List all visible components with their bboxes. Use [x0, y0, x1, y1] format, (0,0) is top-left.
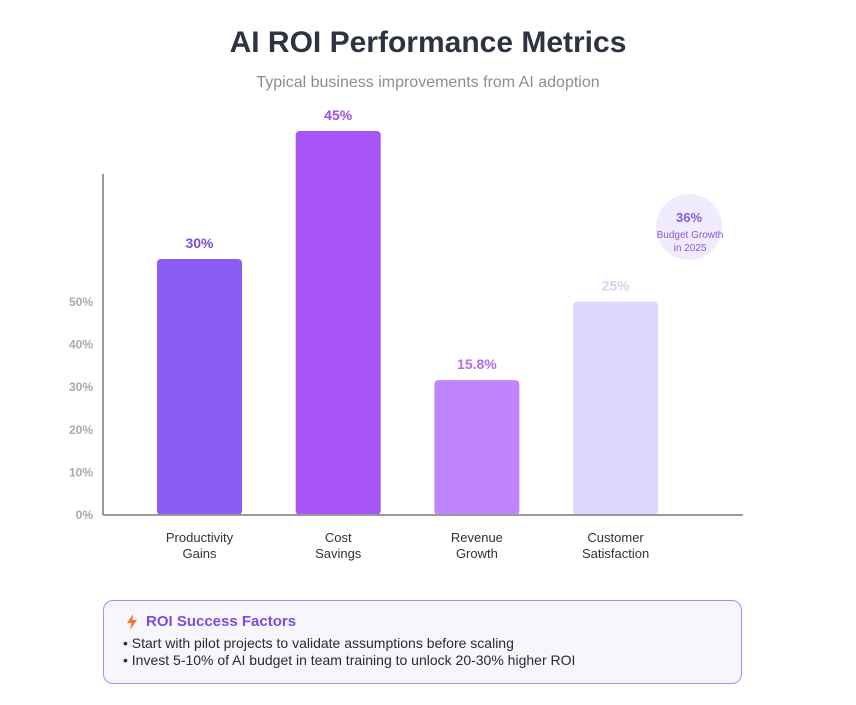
- x-category-label: Satisfaction: [582, 546, 649, 561]
- x-category-label: Growth: [456, 546, 498, 561]
- y-axis-ticks: 0% 10% 20% 30% 40% 50%: [69, 295, 93, 522]
- factors-title: ROI Success Factors: [146, 613, 297, 630]
- bar-value-label: 15.8%: [457, 356, 497, 372]
- bar: [573, 301, 659, 515]
- bar: [434, 380, 520, 515]
- factors-header: ROI Success Factors: [126, 613, 721, 630]
- x-category-label: Revenue: [451, 530, 503, 545]
- factor-item-1: • Start with pilot projects to validate …: [123, 635, 514, 651]
- x-category-label: Savings: [315, 546, 362, 561]
- callout-line-1: Budget Growth: [657, 230, 724, 241]
- chart-subtitle: Typical business improvements from AI ad…: [256, 74, 600, 91]
- callout-value: 36%: [676, 210, 702, 225]
- y-tick-label: 30%: [69, 380, 93, 394]
- factor-item-2: • Invest 5-10% of AI budget in team trai…: [123, 652, 576, 668]
- budget-growth-callout: 36% Budget Growth in 2025: [656, 194, 723, 260]
- y-tick-label: 0%: [76, 508, 94, 522]
- bar: [157, 259, 242, 515]
- y-tick-label: 50%: [69, 295, 93, 309]
- lightning-bolt-icon: [127, 613, 137, 630]
- bar-value-label: 45%: [324, 107, 353, 123]
- callout-line-2: in 2025: [674, 243, 707, 254]
- chart-title: AI ROI Performance Metrics: [229, 26, 627, 59]
- x-category-label: Customer: [587, 530, 644, 545]
- x-category-label: Cost: [325, 530, 352, 545]
- x-category-label: Gains: [183, 546, 217, 561]
- bar-value-label: 25%: [602, 278, 631, 294]
- bar-value-label: 30%: [185, 235, 214, 251]
- y-tick-label: 20%: [69, 423, 93, 437]
- y-tick-label: 10%: [69, 465, 93, 479]
- roi-success-factors-panel: ROI Success Factors • Start with pilot p…: [103, 600, 742, 684]
- x-category-label: Productivity: [166, 530, 234, 545]
- y-tick-label: 40%: [69, 338, 93, 352]
- bar: [295, 131, 381, 515]
